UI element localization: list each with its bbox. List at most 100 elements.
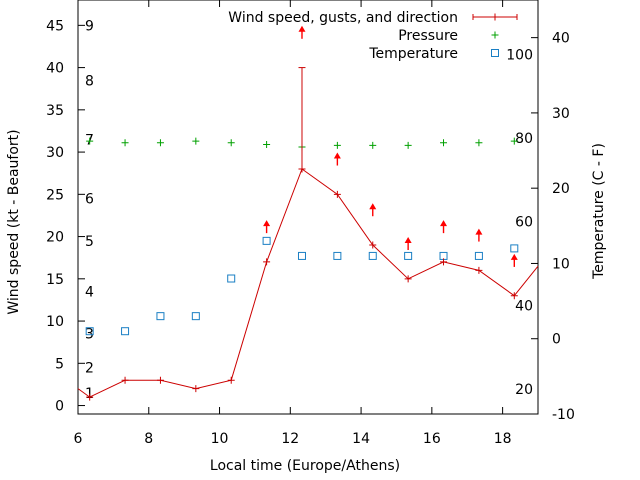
y2-tick-label: 30 [552,106,570,122]
fahrenheit-label: 40 [515,298,533,314]
temperature-point [191,312,200,321]
temperature-point [297,251,306,260]
y2-tick-label: 10 [552,256,570,272]
pressure-point [510,137,518,145]
wind-speed-line [77,168,539,398]
y-tick-label: 45 [46,18,64,34]
wind-direction-arrowhead [440,220,448,227]
beaufort-label: 4 [85,284,94,300]
temperature-point [227,274,236,283]
legend-swatch-wind-marker [472,13,518,21]
wind-speed-point [192,385,200,393]
wind-speed-point [227,376,235,384]
pressure-point [86,137,94,145]
y2-tick-label: 20 [552,181,570,197]
fahrenheit-scale: 20 40 60 80 100 [506,47,533,398]
pressure-point [263,140,271,148]
wind-speed-point [369,241,377,249]
x-tick-label: 12 [281,431,299,447]
temperature-point [121,327,130,336]
wind-direction-arrowhead [333,152,341,159]
fahrenheit-label: 100 [506,47,533,63]
y2-tick-label: 0 [552,332,561,348]
wind-direction-arrowhead [475,228,483,235]
wind-speed-point [121,376,129,384]
y-axis-right: -10 0 10 20 30 40 [531,31,575,423]
y-axis-title: Wind speed (kt - Beaufort) [6,129,22,314]
temperature-point [404,251,413,260]
y-tick-label: 20 [46,230,64,246]
x-tick-label: 6 [74,431,83,447]
fahrenheit-label: 20 [515,382,533,398]
legend-swatch-temperature [491,49,499,57]
temperature-point [368,251,377,260]
plot-area-frame [77,0,539,415]
y-tick-label: 25 [46,187,64,203]
y-tick-label: 0 [55,399,64,415]
wind-direction-arrows [263,25,518,267]
temperature-point [85,327,94,336]
wind-series [77,67,539,401]
y2-tick-label: 40 [552,31,570,47]
legend: Wind speed, gusts, and direction Pressure… [228,10,518,62]
beaufort-label: 6 [85,192,94,208]
pressure-point [121,139,129,147]
beaufort-label: 5 [85,234,94,250]
pressure-point [369,141,377,149]
pressure-point [227,139,235,147]
x-tick-label: 14 [352,431,370,447]
fahrenheit-label: 80 [515,131,533,147]
y-tick-label: 5 [55,356,64,372]
temperature-point [439,251,448,260]
x-tick-label: 8 [144,431,153,447]
legend-label-temperature: Temperature [368,46,458,62]
wind-direction-arrowhead [369,203,377,210]
pressure-point [192,137,200,145]
wind-direction-arrowhead [510,253,518,260]
pressure-point [404,141,412,149]
wind-speed-point [156,376,164,384]
legend-label-pressure: Pressure [398,28,458,44]
y-tick-label: 30 [46,145,64,161]
y-tick-label: 10 [46,314,64,330]
temperature-point [262,236,271,245]
temperature-point [333,251,342,260]
fahrenheit-label: 60 [515,215,533,231]
wind-direction-arrowhead [263,220,271,227]
pressure-point [475,139,483,147]
y-tick-label: 35 [46,103,64,119]
y-tick-label: 40 [46,61,64,77]
x-tick-label: 10 [211,431,229,447]
temperature-point [510,244,519,253]
wind-direction-arrowhead [298,25,306,32]
legend-swatch-pressure [491,31,499,39]
beaufort-label: 9 [85,18,94,34]
temperature-point [156,312,165,321]
beaufort-label: 8 [85,73,94,89]
wind-speed-point [333,190,341,198]
wind-speed-point [475,266,483,274]
pressure-point [440,139,448,147]
x-tick-label: 16 [423,431,441,447]
y2-tick-label: -10 [552,407,575,423]
wind-speed-point [510,292,518,300]
y2-axis-title: Temperature (C - F) [591,143,607,280]
x-axis: 6 8 10 12 14 16 18 [74,0,512,447]
wind-speed-point [86,393,94,401]
wind-direction-arrowhead [404,237,412,244]
temperature-series [85,236,519,336]
legend-label-wind: Wind speed, gusts, and direction [228,10,458,26]
y-axis-left: 0 5 10 15 20 25 30 35 40 45 [46,18,85,415]
x-axis-title: Local time (Europe/Athens) [210,458,400,474]
pressure-point [156,139,164,147]
x-tick-label: 18 [494,431,512,447]
y-tick-label: 15 [46,272,64,288]
temperature-point [474,251,483,260]
wind-speed-point [404,275,412,283]
pressure-point [333,141,341,149]
wind-speed-point [440,258,448,266]
beaufort-label: 2 [85,361,94,377]
